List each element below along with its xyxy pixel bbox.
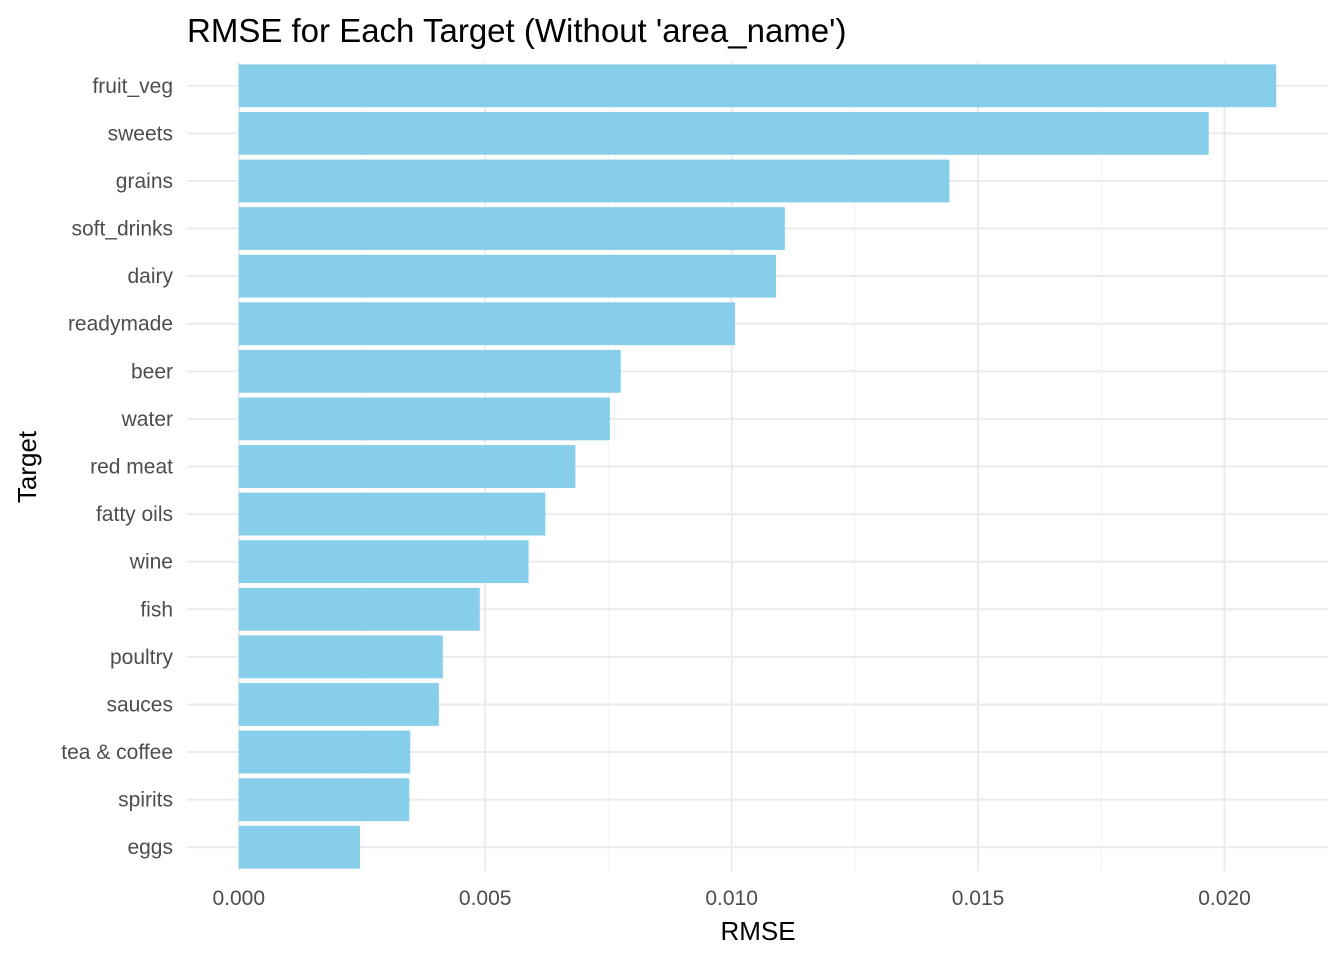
- bar-eggs: [238, 825, 360, 869]
- y-tick-label: sauces: [106, 693, 173, 716]
- bar-sweets: [238, 111, 1209, 155]
- x-tick-label: 0.010: [705, 887, 758, 910]
- x-tick-label: 0.000: [212, 887, 265, 910]
- y-tick-label: poultry: [110, 646, 174, 669]
- bar-grains: [238, 159, 950, 203]
- x-tick-label: 0.020: [1198, 887, 1251, 910]
- y-tick-label: tea & coffee: [61, 741, 173, 764]
- bar-poultry: [238, 635, 443, 679]
- y-tick-label: fruit_veg: [92, 75, 173, 98]
- y-tick-label: wine: [129, 551, 173, 574]
- bar-wine: [238, 540, 529, 584]
- bar-spirits: [238, 778, 410, 822]
- chart-title: RMSE for Each Target (Without 'area_name…: [187, 12, 846, 49]
- bar-fruit-veg: [238, 64, 1277, 108]
- x-tick-label: 0.015: [952, 887, 1005, 910]
- bar-soft-drinks: [238, 207, 785, 250]
- y-axis-title: Target: [12, 430, 42, 503]
- bar-beer: [238, 349, 621, 393]
- bar-water: [238, 397, 610, 441]
- y-tick-label: dairy: [127, 265, 173, 288]
- bars: [238, 64, 1277, 869]
- bar-dairy: [238, 254, 776, 298]
- y-tick-label: sweets: [108, 122, 173, 145]
- y-tick-label: readymade: [68, 313, 173, 336]
- y-tick-label: grains: [116, 170, 173, 193]
- bar-red-meat: [238, 445, 576, 488]
- bar-fatty-oils: [238, 492, 546, 536]
- x-tick-labels: 0.000 0.005 0.010 0.015 0.020: [212, 887, 1250, 910]
- bar-fish: [238, 587, 480, 631]
- y-tick-label: spirits: [118, 789, 173, 812]
- y-tick-label: water: [121, 408, 173, 431]
- y-tick-label: fish: [140, 598, 173, 621]
- bar-readymade: [238, 302, 736, 346]
- bar-sauces: [238, 683, 439, 726]
- y-tick-label: beer: [131, 360, 173, 383]
- y-tick-label: fatty oils: [96, 503, 173, 526]
- y-tick-label: red meat: [90, 456, 173, 479]
- y-tick-label: soft_drinks: [71, 218, 173, 241]
- y-tick-label: eggs: [127, 836, 173, 859]
- x-axis-title: RMSE: [720, 916, 795, 946]
- bar-tea-coffee: [238, 730, 411, 774]
- x-tick-label: 0.005: [459, 887, 512, 910]
